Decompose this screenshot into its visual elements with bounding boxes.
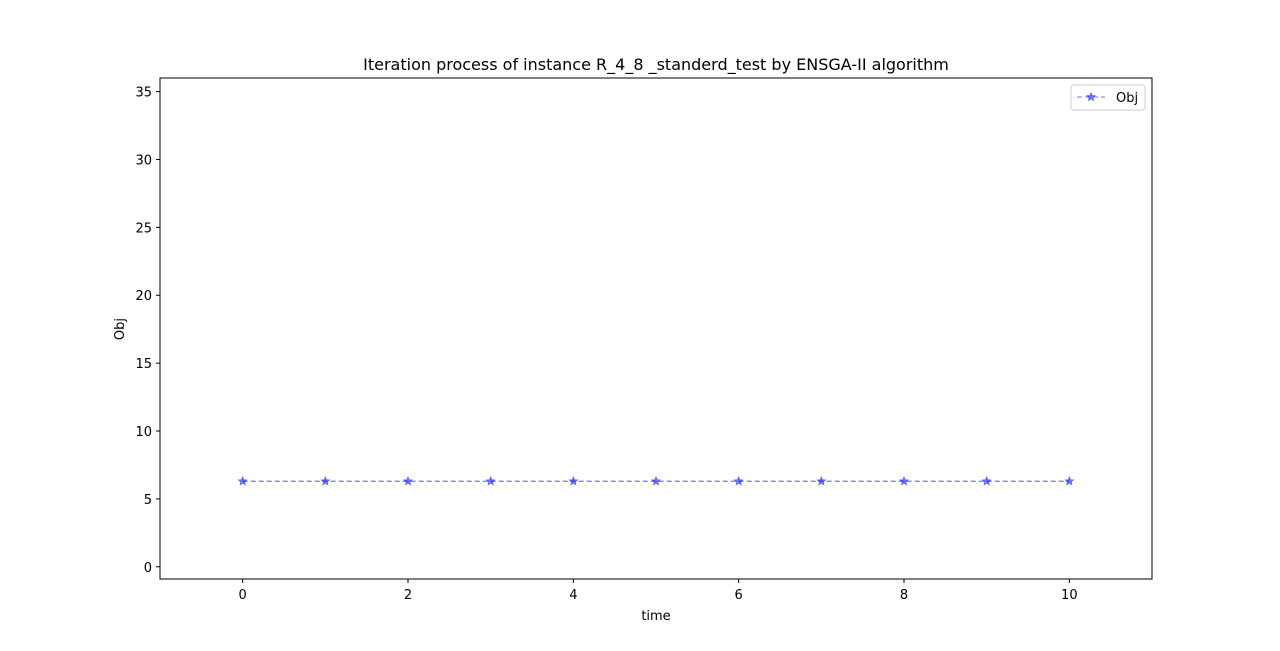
x-axis-label: time: [641, 609, 670, 624]
legend-star-marker: [1085, 91, 1097, 102]
y-tick-label: 10: [135, 425, 152, 440]
y-tick-label: 35: [135, 86, 152, 101]
data-point-star: [568, 475, 579, 486]
legend-label-obj: Obj: [1116, 91, 1138, 106]
y-tick-label: 0: [144, 561, 152, 576]
data-point-star: [733, 475, 744, 486]
legend-box: [1070, 84, 1146, 111]
data-point-star: [898, 475, 910, 486]
y-tick-label: 20: [135, 289, 152, 304]
y-tick-label: 15: [135, 357, 152, 372]
series-layer: [237, 475, 1075, 486]
data-point-star: [816, 475, 827, 486]
plot-area: [159, 77, 1153, 580]
y-tick-label: 30: [135, 153, 152, 168]
y-axis: 0 5 10 15 20 25 30 35: [135, 86, 160, 576]
x-axis: 0 2 4 6 8 10: [239, 579, 1078, 603]
x-tick-label: 10: [1061, 588, 1078, 603]
legend: Obj: [1070, 84, 1146, 111]
chart-title: Iteration process of instance R_4_8 _sta…: [363, 55, 949, 75]
y-tick-label: 5: [144, 493, 152, 508]
x-tick-label: 0: [239, 588, 247, 603]
data-point-star: [1064, 475, 1075, 486]
x-tick-label: 4: [569, 588, 577, 603]
x-tick-label: 2: [404, 588, 412, 603]
data-point-star: [402, 475, 414, 486]
data-point-star: [320, 475, 331, 486]
y-axis-label: Obj: [113, 318, 128, 340]
x-tick-label: 6: [735, 588, 743, 603]
x-tick-label: 8: [900, 588, 908, 603]
data-point-star: [650, 475, 662, 486]
data-point-star: [237, 475, 248, 486]
data-point-star: [485, 475, 496, 486]
data-point-star: [981, 475, 992, 486]
y-tick-label: 25: [135, 221, 152, 236]
